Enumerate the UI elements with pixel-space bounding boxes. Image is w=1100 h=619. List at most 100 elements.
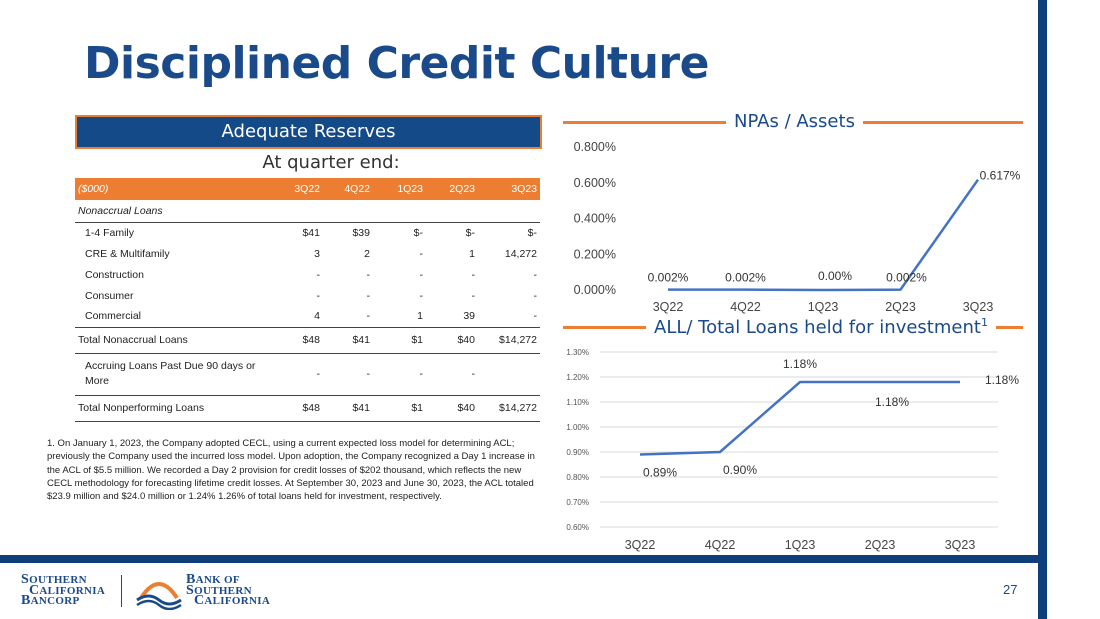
- table-cell: $41: [302, 226, 320, 239]
- row-label: Construction: [85, 268, 144, 281]
- row-label: Commercial: [85, 310, 142, 323]
- x-tick-label: 3Q22: [625, 538, 656, 552]
- all-series-line: [639, 380, 960, 456]
- right-accent-bar: [1038, 0, 1047, 619]
- table-cell: -: [316, 289, 321, 302]
- x-tick-label: 4Q22: [730, 300, 761, 314]
- accruing-past-due-row: Accruing Loans Past Due 90 days or More …: [75, 353, 540, 395]
- table-cell: -: [419, 289, 424, 302]
- table-cell: -: [471, 268, 476, 281]
- table-cell: $14,272: [478, 394, 540, 422]
- x-tick-label: 4Q22: [705, 538, 736, 552]
- table-cell: $1: [373, 326, 426, 354]
- x-tick-label: 2Q23: [865, 538, 896, 552]
- table-row: Construction - - - - -: [75, 264, 540, 285]
- x-tick-label: 1Q23: [808, 300, 839, 314]
- x-tick-label: 3Q23: [945, 538, 976, 552]
- table-cell: 2: [364, 247, 370, 260]
- table-cell: -: [366, 368, 371, 380]
- table-row: Commercial 4 - 1 39 -: [75, 306, 540, 327]
- y-tick-label: 0.200%: [574, 247, 616, 261]
- data-label: 1.18%: [783, 357, 817, 371]
- table-cell: -: [533, 289, 538, 302]
- row-label: Accruing Loans Past Due 90 days or More: [85, 360, 256, 387]
- nonperforming-loans-table: ($000) 3Q22 4Q22 1Q23 2Q23 3Q23 Nonaccru…: [75, 178, 540, 422]
- table-header-cell: 2Q23: [449, 183, 475, 195]
- table-cell: $41: [323, 326, 373, 354]
- all-chart-title: ALL/ Total Loans held for investment1: [646, 316, 996, 338]
- quarter-end-label: At quarter end:: [262, 152, 400, 173]
- table-cell: -: [419, 368, 424, 380]
- table-header-cell: 1Q23: [397, 183, 423, 195]
- table-cell: $-: [413, 226, 423, 239]
- data-label: 1.18%: [875, 395, 909, 409]
- table-cell: -: [366, 310, 371, 323]
- table-row: CRE & Multifamily 3 2 - 1 14,272: [75, 243, 540, 264]
- y-tick-label: 1.00%: [566, 423, 589, 432]
- table-cell: 1: [469, 247, 475, 260]
- table-cell: -: [533, 310, 538, 323]
- all-total-loans-chart: 0.60% 0.70% 0.80% 0.90% 1.00% 1.10% 1.20% 1.30%…: [566, 348, 1019, 552]
- table-cell: $48: [268, 394, 323, 422]
- row-label: Total Nonperforming Loans: [75, 394, 268, 422]
- data-label: 0.002%: [725, 271, 766, 285]
- table-cell: -: [316, 368, 321, 380]
- section-label: Nonaccrual Loans: [75, 200, 540, 223]
- bank-wave-logo-icon: [136, 582, 182, 610]
- data-label: 0.002%: [648, 271, 689, 285]
- y-tick-label: 1.10%: [566, 398, 589, 407]
- table-cell: -: [419, 268, 424, 281]
- bank-of-southern-california-logo: BANK OF SOUTHERN CALIFORNIA: [186, 572, 271, 608]
- table-cell: $14,272: [478, 326, 540, 354]
- y-tick-label: 0.80%: [566, 473, 589, 482]
- table-header-row: ($000) 3Q22 4Q22 1Q23 2Q23 3Q23: [75, 178, 540, 200]
- all-chart-title-superscript: 1: [980, 316, 988, 329]
- table-header-cell: ($000): [78, 183, 109, 195]
- x-tick-label: 3Q22: [653, 300, 684, 314]
- y-tick-label: 0.400%: [574, 212, 616, 226]
- table-cell: $40: [426, 394, 478, 422]
- table-cell: -: [366, 268, 371, 281]
- cecl-footnote: 1. On January 1, 2023, the Company adopt…: [47, 438, 535, 503]
- table-section-row: Nonaccrual Loans: [75, 200, 540, 223]
- table-cell: 1: [417, 310, 423, 323]
- table-cell: 39: [463, 310, 475, 323]
- table-cell: -: [366, 289, 371, 302]
- row-label: Total Nonaccrual Loans: [75, 326, 268, 354]
- total-nonaccrual-row: Total Nonaccrual Loans $48 $41 $1 $40 $1…: [75, 326, 540, 354]
- logo-divider: [121, 575, 122, 607]
- adequate-reserves-banner: Adequate Reserves: [75, 115, 542, 149]
- page-title: Disciplined Credit Culture: [84, 38, 709, 89]
- row-label: CRE & Multifamily: [85, 247, 170, 260]
- all-chart-title-text: ALL/ Total Loans held for investment: [654, 317, 981, 338]
- y-tick-label: 0.800%: [574, 140, 616, 154]
- data-label: 0.00%: [818, 269, 852, 283]
- data-label: 1.18%: [985, 373, 1019, 387]
- table-cell: -: [533, 268, 538, 281]
- x-tick-label: 2Q23: [885, 300, 916, 314]
- npa-series-line: [668, 178, 980, 292]
- table-cell: [478, 353, 540, 395]
- table-cell: -: [471, 289, 476, 302]
- table-header-cell: 4Q22: [344, 183, 370, 195]
- y-tick-label: 0.000%: [574, 283, 616, 297]
- table-cell: $41: [323, 394, 373, 422]
- table-cell: 14,272: [504, 247, 537, 260]
- y-tick-label: 0.60%: [566, 523, 589, 532]
- table-row: 1-4 Family $41 $39 $- $- $-: [75, 222, 540, 243]
- x-tick-label: 3Q23: [963, 300, 994, 314]
- y-tick-label: 0.600%: [574, 176, 616, 190]
- table-cell: -: [419, 247, 424, 260]
- table-header-cell: 3Q23: [511, 183, 537, 195]
- y-tick-label: 1.20%: [566, 373, 589, 382]
- table-cell: -: [316, 268, 321, 281]
- npa-chart-title: NPAs / Assets: [726, 111, 863, 132]
- table-cell: 4: [314, 310, 320, 323]
- southern-california-bancorp-logo: SOUTHERN CALIFORNIA BANCORP: [21, 572, 106, 608]
- page-number: 27: [1003, 582, 1018, 597]
- row-label: Consumer: [85, 289, 134, 302]
- table-cell: $-: [527, 226, 537, 239]
- table-cell: 3: [314, 247, 320, 260]
- table-cell: $1: [373, 394, 426, 422]
- table-cell: -: [471, 368, 476, 380]
